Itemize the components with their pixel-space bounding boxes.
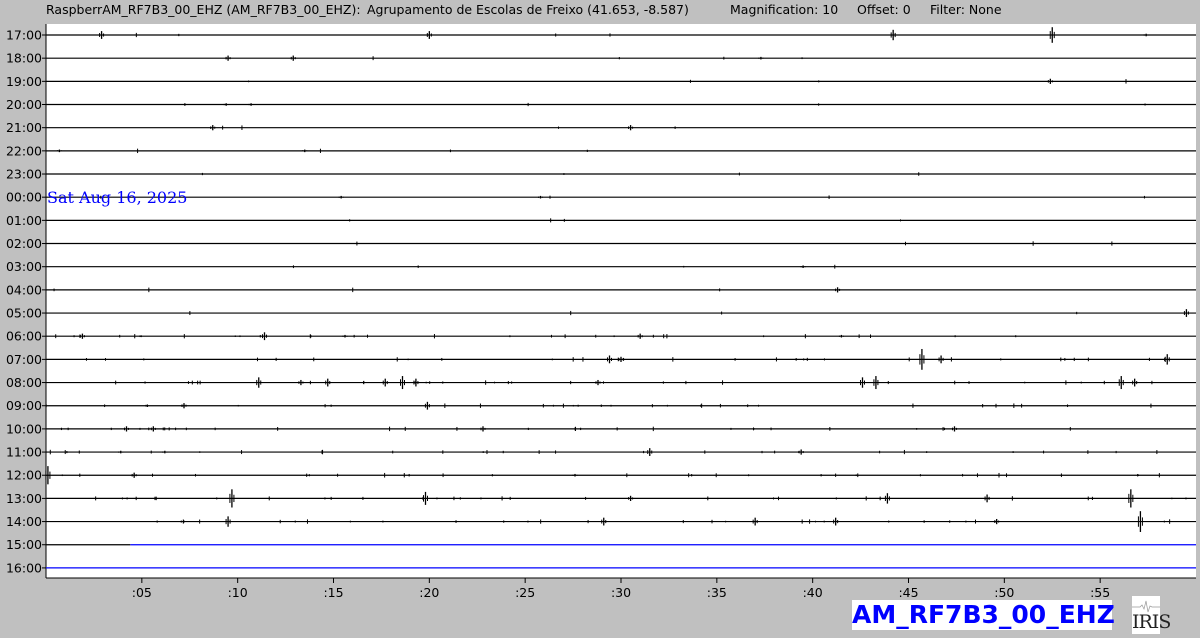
row-label: 12:00 bbox=[6, 468, 42, 483]
trace-row-0100: 01:00 bbox=[6, 213, 1196, 228]
x-tick-label: :05 bbox=[132, 585, 152, 600]
trace-row-0300: 03:00 bbox=[6, 259, 1196, 274]
row-label: 03:00 bbox=[6, 259, 42, 274]
row-label: 19:00 bbox=[6, 74, 42, 89]
x-tick-label: :20 bbox=[419, 585, 439, 600]
x-tick-label: :40 bbox=[803, 585, 823, 600]
row-label: 21:00 bbox=[6, 120, 42, 135]
row-label: 13:00 bbox=[6, 491, 42, 506]
x-tick-label: :55 bbox=[1090, 585, 1110, 600]
trace-row-0000: 00:00 Sat Aug 16, 2025 bbox=[6, 188, 1196, 207]
x-tick-label: :45 bbox=[898, 585, 918, 600]
trace-row-0600: 06:00 bbox=[6, 329, 1196, 344]
row-label: 20:00 bbox=[6, 97, 42, 112]
trace-row-1000: 10:00 bbox=[6, 421, 1196, 436]
x-tick-label: :50 bbox=[994, 585, 1014, 600]
row-label: 11:00 bbox=[6, 445, 42, 460]
row-label: 06:00 bbox=[6, 329, 42, 344]
row-label: 01:00 bbox=[6, 213, 42, 228]
trace-row-0800: 08:00 bbox=[6, 375, 1196, 390]
row-label: 15:00 bbox=[6, 537, 42, 552]
row-label: 14:00 bbox=[6, 514, 42, 529]
trace-row-1300: 13:00 bbox=[6, 489, 1196, 508]
trace-row-1800: 18:00 bbox=[6, 51, 1196, 66]
iris-logo: IRIS bbox=[1132, 596, 1171, 634]
trace-row-0700: 07:00 bbox=[6, 348, 1196, 370]
filter-label: Filter: None bbox=[930, 2, 1002, 17]
channel-badge: AM_RF7B3_00_EHZ bbox=[852, 600, 1115, 630]
row-label: 18:00 bbox=[6, 51, 42, 66]
row-label: 07:00 bbox=[6, 352, 42, 367]
x-tick-label: :25 bbox=[515, 585, 535, 600]
row-label: 00:00 bbox=[6, 190, 42, 205]
trace-row-0200: 02:00 bbox=[6, 236, 1196, 251]
station-title: RaspberrAM_RF7B3_00_EHZ (AM_RF7B3_00_EHZ… bbox=[46, 2, 361, 17]
trace-row-1900: 19:00 bbox=[6, 74, 1196, 89]
x-tick-label: :10 bbox=[228, 585, 248, 600]
offset-label: Offset: 0 bbox=[857, 2, 911, 17]
trace-row-1500: 15:00 bbox=[6, 537, 1196, 552]
row-label: 02:00 bbox=[6, 236, 42, 251]
row-label: 10:00 bbox=[6, 421, 42, 436]
row-label: 09:00 bbox=[6, 398, 42, 413]
date-label: Sat Aug 16, 2025 bbox=[47, 188, 187, 207]
trace-row-2200: 22:00 bbox=[6, 143, 1196, 158]
plot-background bbox=[46, 24, 1196, 578]
row-label: 04:00 bbox=[6, 282, 42, 297]
row-label: 08:00 bbox=[6, 375, 42, 390]
trace-row-2000: 20:00 bbox=[6, 97, 1196, 112]
trace-row-2300: 23:00 bbox=[6, 167, 1196, 182]
trace-row-1700: 17:00 bbox=[6, 27, 1196, 43]
row-label: 22:00 bbox=[6, 143, 42, 158]
trace-row-1400: 14:00 bbox=[6, 511, 1196, 532]
row-label: 23:00 bbox=[6, 167, 42, 182]
trace-row-1200: 12:00 bbox=[6, 466, 1196, 485]
row-label: 05:00 bbox=[6, 306, 42, 321]
row-label: 17:00 bbox=[6, 28, 42, 43]
x-tick-label: :15 bbox=[323, 585, 343, 600]
trace-row-0500: 05:00 bbox=[6, 306, 1196, 321]
trace-row-1100: 11:00 bbox=[6, 445, 1196, 460]
trace-row-1600: 16:00 bbox=[6, 560, 1196, 575]
trace-row-0900: 09:00 bbox=[6, 398, 1196, 413]
x-tick-label: :35 bbox=[707, 585, 727, 600]
trace-row-2100: 21:00 bbox=[6, 120, 1196, 135]
trace-row-0400: 04:00 bbox=[6, 282, 1196, 297]
station-location: Agrupamento de Escolas de Freixo (41.653… bbox=[367, 2, 689, 17]
x-tick-label: :30 bbox=[611, 585, 631, 600]
row-label: 16:00 bbox=[6, 560, 42, 575]
magnification-label: Magnification: 10 bbox=[730, 2, 839, 17]
